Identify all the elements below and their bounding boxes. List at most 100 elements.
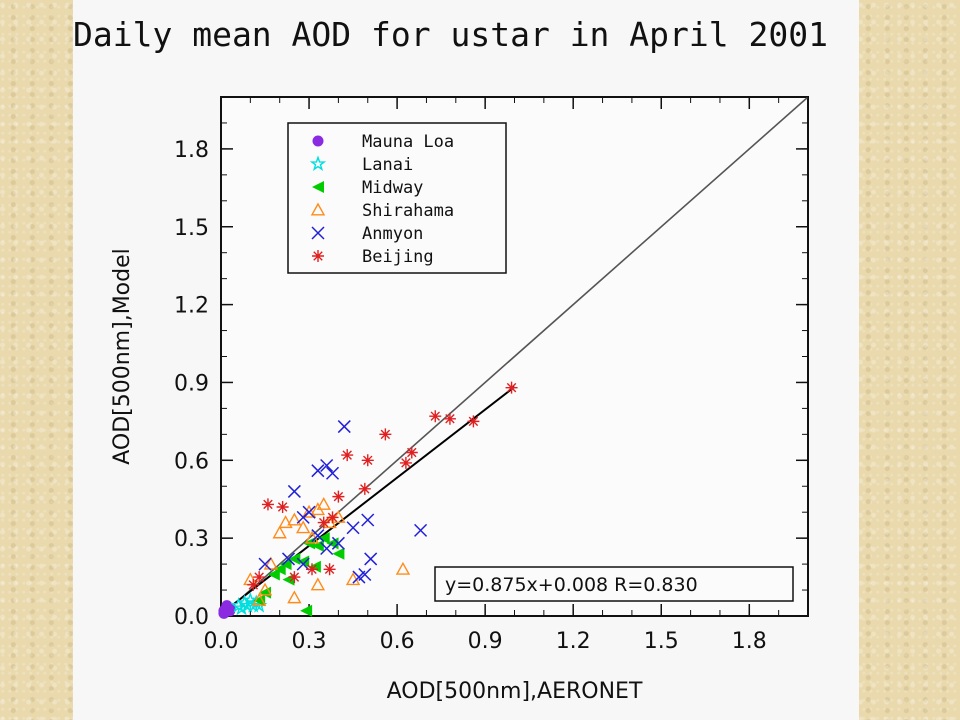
- data-point: [302, 505, 316, 519]
- data-point: [278, 515, 293, 529]
- one-to-one-line: [220, 96, 809, 617]
- y-tick-label: 0.6: [174, 449, 209, 474]
- data-point: [320, 458, 334, 473]
- data-point: [296, 557, 310, 571]
- data-point: [257, 582, 273, 596]
- data-point: [295, 520, 311, 534]
- x-axis-label: AOD[500nm],AERONET: [387, 679, 643, 704]
- data-point: [405, 446, 418, 459]
- data-point: [301, 504, 317, 518]
- data-point: [253, 571, 266, 584]
- data-point: [276, 501, 289, 514]
- data-point: [395, 561, 411, 575]
- x-tick-label: 1.8: [732, 629, 767, 654]
- regression-line: [220, 386, 516, 615]
- data-point: [263, 556, 279, 570]
- data-point: [352, 570, 366, 584]
- data-point: [467, 415, 480, 428]
- data-point: [332, 547, 345, 560]
- plot-area: 0.0 0.3 0.6 0.9 1.2 1.5 1.8 0.0 0.3 0.6 0.9 1.2 1.5 1…: [174, 96, 809, 654]
- legend-marker: [312, 250, 324, 262]
- x-tick-label: 0.6: [380, 629, 415, 654]
- legend-label: Shirahama: [362, 201, 454, 221]
- data-point: [272, 525, 287, 539]
- data-point: [317, 532, 330, 545]
- data-point: [300, 604, 313, 617]
- data-point: [297, 555, 310, 568]
- regression-annotation: y=0.875x+0.008 R=0.830: [434, 566, 794, 602]
- data-point: [287, 484, 301, 498]
- legend-marker: [312, 181, 324, 193]
- data-point: [281, 552, 296, 566]
- data-point: [358, 482, 371, 495]
- data-point: [287, 512, 302, 526]
- legend-marker: [309, 155, 327, 171]
- data-point: [311, 529, 325, 543]
- y-tick-label: 0.0: [174, 605, 209, 630]
- data-point: [320, 541, 334, 556]
- legend-label: Mauna Loa: [362, 132, 454, 152]
- legend-box: [287, 122, 507, 274]
- legend-label: Midway: [362, 178, 423, 198]
- data-point: [261, 498, 274, 511]
- data-point: [251, 592, 267, 606]
- data-point: [317, 516, 330, 529]
- legend-label: Beijing: [362, 247, 434, 267]
- data-point: [443, 412, 456, 425]
- x-tick-label: 1.5: [644, 629, 679, 654]
- data-point: [253, 594, 266, 607]
- legend: Mauna Loa Lanai Midway Shirahama Anmyon Beiji…: [287, 122, 507, 274]
- x-tick-label: 0.3: [292, 629, 327, 654]
- data-point: [379, 428, 392, 441]
- data-point: [361, 454, 374, 467]
- y-tick-label: 1.8: [174, 138, 209, 163]
- data-point: [247, 578, 260, 591]
- data-point: [288, 552, 301, 565]
- data-point: [346, 521, 360, 535]
- data-point: [224, 605, 236, 617]
- data-point: [279, 558, 292, 571]
- data-point: [273, 563, 286, 576]
- y-tick-label: 0.9: [174, 371, 209, 396]
- data-point: [361, 513, 375, 527]
- data-point: [325, 466, 340, 480]
- data-point: [258, 557, 272, 571]
- data-point: [337, 420, 351, 434]
- data-point: [323, 563, 336, 576]
- series-mauna-loa: [218, 600, 236, 619]
- legend-marker: [311, 226, 325, 240]
- data-point: [310, 577, 326, 591]
- data-point: [429, 410, 442, 423]
- chart-title: Daily mean AOD for ustar in April 2001: [73, 15, 828, 54]
- y-tick-label: 1.2: [174, 294, 209, 319]
- data-point: [364, 552, 378, 566]
- data-point: [332, 490, 345, 503]
- data-point: [399, 456, 412, 469]
- legend-label: Anmyon: [362, 224, 423, 244]
- legend-marker: [312, 135, 324, 147]
- data-point: [316, 496, 331, 510]
- x-tick-label: 0.9: [468, 629, 503, 654]
- series-beijing: [247, 381, 518, 591]
- data-point: [414, 523, 428, 537]
- legend-marker: [310, 202, 326, 216]
- data-point: [288, 571, 301, 584]
- regression-equation: y=0.875x+0.008 R=0.830: [445, 574, 698, 596]
- scatter-chart: Daily mean AOD for ustar in April 2001 0…: [73, 15, 828, 704]
- data-point: [326, 511, 339, 524]
- data-point: [233, 599, 250, 616]
- data-point: [505, 381, 518, 394]
- slide-panel: Daily mean AOD for ustar in April 2001 0…: [73, 0, 859, 720]
- y-tick-label: 1.5: [174, 216, 209, 241]
- series-anmyon: [258, 420, 428, 584]
- data-point: [305, 563, 318, 576]
- data-point: [341, 449, 354, 462]
- data-point: [331, 536, 345, 550]
- data-point: [311, 464, 325, 478]
- y-tick-label: 0.3: [174, 527, 209, 552]
- x-tick-label: 0.0: [204, 629, 239, 654]
- x-tick-label: 1.2: [556, 629, 591, 654]
- data-point: [267, 568, 280, 581]
- y-axis-label: AOD[500nm],Model: [110, 248, 135, 465]
- data-point: [287, 590, 302, 604]
